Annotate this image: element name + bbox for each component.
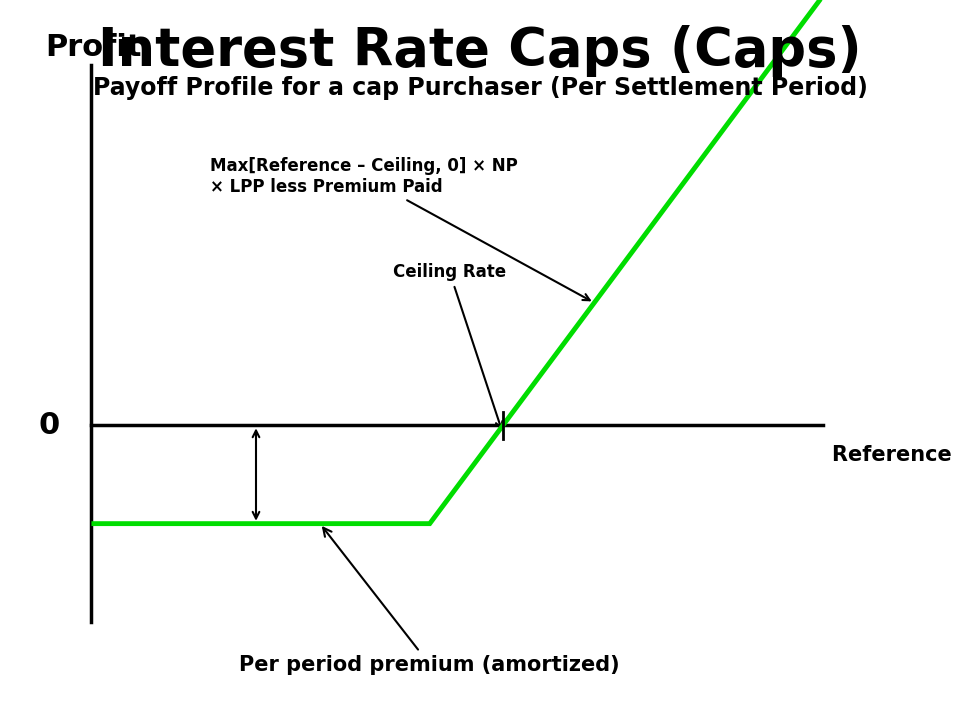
- Text: 0: 0: [38, 411, 60, 440]
- Text: Interest Rate Caps (Caps): Interest Rate Caps (Caps): [98, 25, 862, 77]
- Text: Reference Rate: Reference Rate: [832, 445, 960, 465]
- Text: Profit: Profit: [46, 32, 142, 62]
- Text: Per period premium (amortized): Per period premium (amortized): [239, 528, 620, 675]
- Text: Max[Reference – Ceiling, 0] × NP
× LPP less Premium Paid: Max[Reference – Ceiling, 0] × NP × LPP l…: [210, 158, 589, 300]
- Text: Payoff Profile for a cap Purchaser (Per Settlement Period): Payoff Profile for a cap Purchaser (Per …: [92, 76, 868, 99]
- Text: Ceiling Rate: Ceiling Rate: [394, 264, 506, 428]
